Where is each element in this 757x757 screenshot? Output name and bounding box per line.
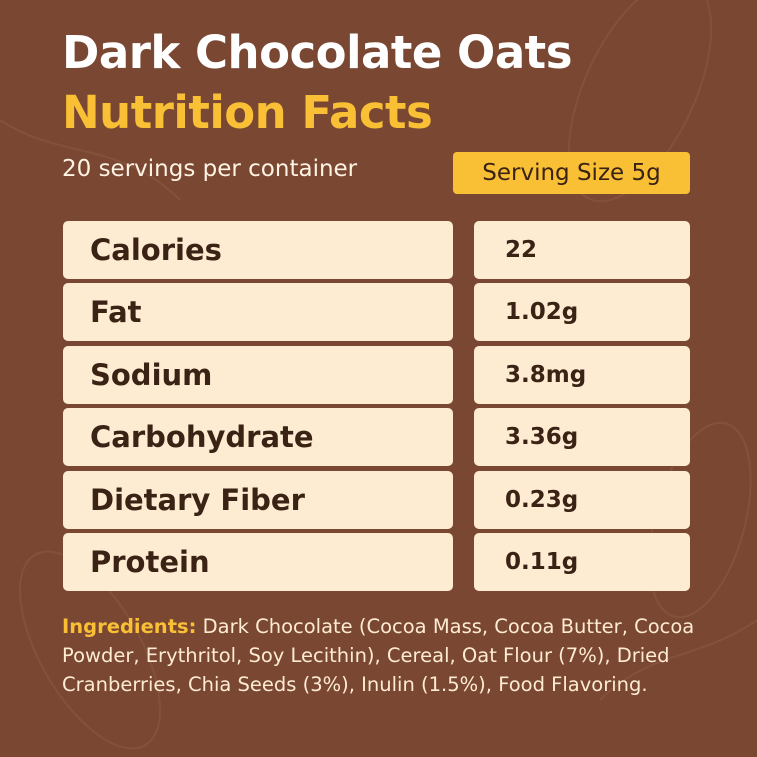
nutrient-name: Fat — [63, 283, 453, 342]
ingredients: Ingredients: Dark Chocolate (Cocoa Mass,… — [62, 612, 702, 699]
servings-per-container: 20 servings per container — [62, 156, 358, 182]
table-row: Fat 1.02g — [63, 283, 690, 342]
table-row: Sodium 3.8mg — [63, 345, 690, 404]
ingredients-label: Ingredients: — [62, 615, 197, 638]
nutrient-value: 3.36g — [474, 408, 690, 467]
title: Dark Chocolate Oats — [62, 26, 572, 79]
nutrient-name: Dietary Fiber — [63, 470, 453, 529]
nutrient-name: Calories — [63, 221, 453, 279]
nutrient-value: 0.23g — [474, 470, 690, 529]
subtitle: Nutrition Facts — [62, 86, 433, 139]
nutrient-value: 3.8mg — [474, 345, 690, 404]
nutrient-name: Carbohydrate — [63, 408, 453, 467]
nutrient-value: 1.02g — [474, 283, 690, 342]
nutrient-name: Protein — [63, 533, 453, 591]
nutrient-value: 22 — [474, 221, 690, 279]
nutrient-value: 0.11g — [474, 533, 690, 591]
table-row: Protein 0.11g — [63, 533, 690, 591]
table-row: Carbohydrate 3.36g — [63, 408, 690, 467]
table-row: Dietary Fiber 0.23g — [63, 470, 690, 529]
ingredients-text: Dark Chocolate (Cocoa Mass, Cocoa Butter… — [62, 615, 695, 696]
serving-size-badge: Serving Size 5g — [453, 152, 690, 194]
table-row: Calories 22 — [63, 221, 690, 279]
nutrient-name: Sodium — [63, 345, 453, 404]
